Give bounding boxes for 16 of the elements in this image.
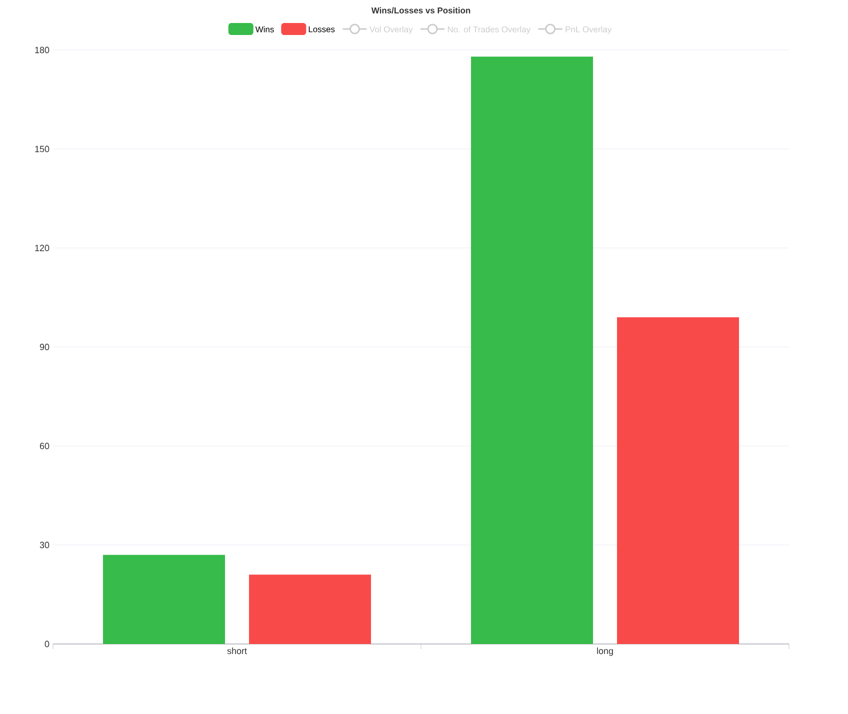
y-tick-label: 120 [35, 244, 50, 252]
x-tick-label: short [227, 648, 247, 654]
chart-title: Wins/Losses vs Position [371, 7, 470, 14]
bar [103, 554, 226, 644]
x-tick-label: long [597, 648, 613, 656]
legend-label: Losses [308, 26, 335, 32]
y-tick-label: 60 [40, 442, 50, 450]
bar [471, 56, 594, 644]
bar [617, 317, 740, 644]
y-tick-label: 30 [40, 542, 50, 548]
y-tick-label: 0 [44, 640, 50, 648]
y-tick-label: 150 [35, 146, 50, 152]
legend-label: Wins [255, 26, 274, 32]
y-tick-label: 90 [40, 344, 50, 350]
bar [249, 574, 372, 644]
y-tick-label: 180 [35, 46, 50, 54]
